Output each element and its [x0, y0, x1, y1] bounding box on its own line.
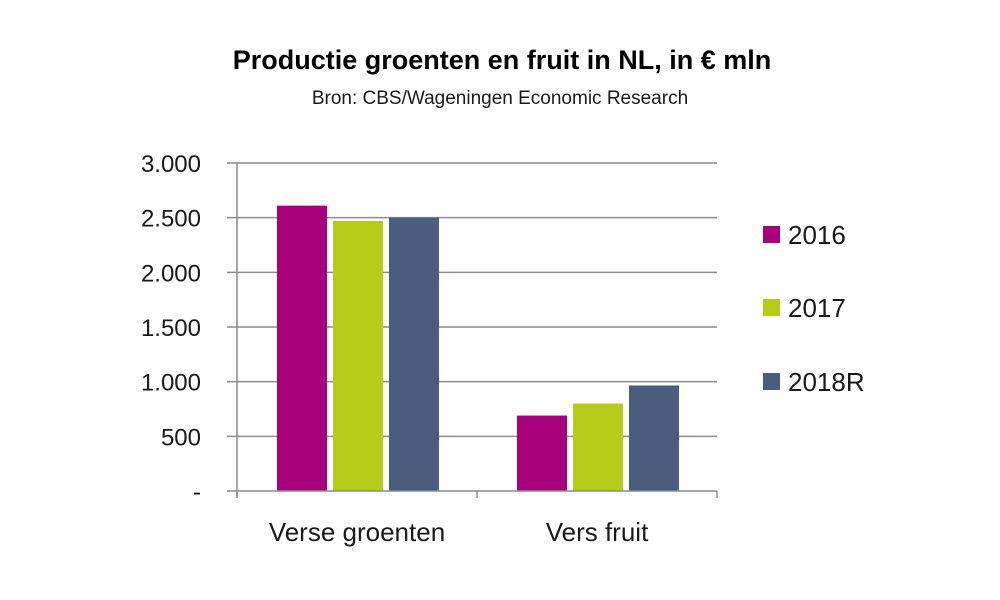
x-axis-ticks: Verse groenten Vers fruit — [269, 517, 649, 547]
bar-2017-verse-groenten — [333, 220, 383, 492]
y-tick-label: 500 — [161, 424, 201, 451]
legend-label-2016: 2016 — [788, 220, 846, 250]
bar-2018R-verse-groenten — [389, 217, 439, 491]
legend-swatch-2018R — [763, 373, 780, 390]
y-tick-label: 1.000 — [141, 370, 201, 397]
y-tick-label: 2.500 — [141, 206, 201, 233]
y-tick-label: - — [193, 479, 201, 506]
y-tick-label: 3.000 — [141, 151, 201, 178]
chart-title: Productie groenten en fruit in NL, in € … — [233, 45, 772, 75]
x-axis — [227, 163, 718, 498]
y-tick-label: 2.000 — [141, 260, 201, 287]
legend: 2016 2017 2018R — [763, 220, 865, 397]
bar-2018R-vers-fruit — [629, 385, 679, 491]
bars — [277, 205, 679, 492]
y-tick-label: 1.500 — [141, 315, 201, 342]
x-tick-label: Vers fruit — [546, 517, 649, 547]
bar-2016-vers-fruit — [517, 415, 567, 491]
bar-2016-verse-groenten — [277, 205, 327, 491]
bar-2017-vers-fruit — [573, 403, 623, 491]
legend-swatch-2016 — [763, 226, 780, 243]
legend-swatch-2017 — [763, 299, 780, 316]
y-axis-ticks: - 500 1.000 1.500 2.000 2.500 3.000 — [141, 151, 201, 506]
x-tick-label: Verse groenten — [269, 517, 445, 547]
chart-subtitle: Bron: CBS/Wageningen Economic Research — [312, 88, 688, 109]
legend-label-2018R: 2018R — [788, 367, 865, 397]
legend-label-2017: 2017 — [788, 293, 846, 323]
